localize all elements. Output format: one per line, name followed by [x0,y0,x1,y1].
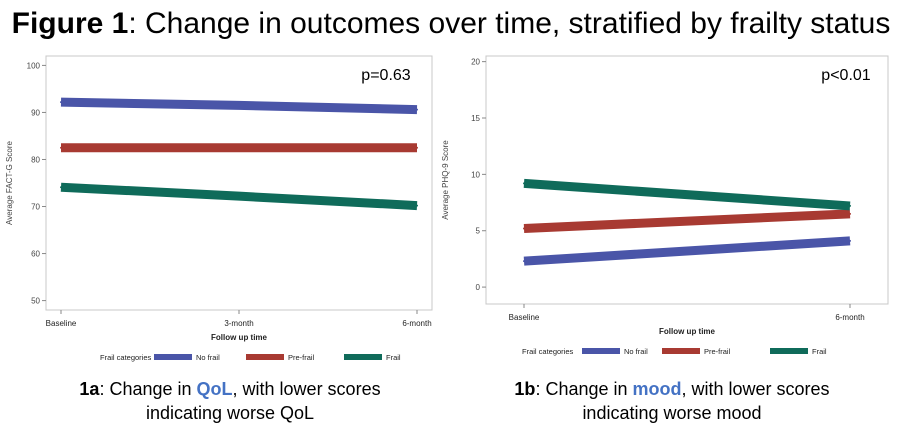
legend-label: Pre-frail [288,353,315,362]
legend: Frail categories No frail Pre-frail Frail [100,353,401,362]
figure-title-bold: Figure 1 [11,7,129,40]
legend-label: Frail [812,347,827,356]
data-point [849,239,851,242]
legend-title: Frail categories [100,353,152,362]
series-line-frail [523,178,851,211]
data-point [60,146,62,149]
figure-title: Figure 1: Change in outcomes over time, … [0,4,902,44]
legend-label: No frail [624,347,648,356]
plot-frame [45,55,433,311]
legend-swatch [344,354,382,360]
data-point [416,204,418,207]
x-axis-label: Follow up time [211,333,268,342]
x-tick-label: 6-month [835,313,864,322]
data-point [238,104,240,107]
caption-mood-highlight: mood [632,379,682,399]
series-line-no-frail [523,236,851,266]
caption-mood-label: 1b [514,379,536,399]
legend-swatch [662,348,700,354]
caption-qol-post: , with lower scores [232,379,381,399]
caption-qol-pre: : Change in [99,379,197,399]
legend-title: Frail categories [522,347,574,356]
y-tick-label: 80 [31,155,40,164]
y-tick-label: 15 [471,114,480,123]
data-point [60,101,62,104]
p-value-annotation: p=0.63 [361,67,410,84]
caption-qol-line2: indicating worse QoL [145,403,315,423]
y-tick-label: 10 [471,170,480,179]
caption-qol-highlight: QoL [196,379,233,399]
y-tick-label: 0 [476,283,481,292]
legend-swatch [582,348,620,354]
data-point [523,260,525,263]
legend-swatch [770,348,808,354]
plot-frame [485,55,889,305]
data-point [238,146,240,149]
caption-mood: 1b: Change in mood, with lower scores in… [442,377,902,425]
data-point [523,182,525,185]
x-axis-label: Follow up time [659,327,716,336]
chart-panel-qol: 50 60 70 80 90 100 Baseline 3-month 6-month Follo… [0,52,440,364]
data-point [238,195,240,198]
legend-swatch [154,354,192,360]
y-tick-label: 5 [476,227,481,236]
caption-mood-pre: : Change in [535,379,633,399]
y-tick-label: 70 [31,203,40,212]
x-tick-label: 3-month [224,319,253,328]
x-tick-label: 6-month [402,319,431,328]
chart-mood: 0 5 10 15 20 Baseline 6-month Follow up time Ave… [441,55,889,356]
caption-mood-line2: indicating worse mood [582,403,762,423]
caption-qol-label: 1a [79,379,100,399]
data-point [849,204,851,207]
y-tick-label: 90 [31,108,40,117]
caption-qol: 1a: Change in QoL, with lower scores ind… [0,377,460,425]
chart-panel-mood: 0 5 10 15 20 Baseline 6-month Follow up time Ave… [440,52,902,364]
y-axis-label: Average PHQ-9 Score [441,140,450,220]
data-point [416,146,418,149]
y-tick-label: 50 [31,297,40,306]
legend: Frail categories No frail Pre-frail Frail [522,347,827,356]
x-tick-label: Baseline [509,313,540,322]
y-tick-label: 60 [31,250,40,259]
y-axis-label: Average FACT-G Score [5,141,14,225]
series-line-pre-frail [523,209,851,233]
x-tick-label: Baseline [46,319,77,328]
data-point [60,186,62,189]
data-point [416,108,418,111]
p-value-annotation: p<0.01 [821,67,870,84]
figure-title-rest: : Change in outcomes over time, stratifi… [128,7,891,40]
data-point [849,212,851,215]
data-point [523,227,525,230]
y-tick-label: 100 [27,61,41,70]
legend-label: No frail [196,353,220,362]
y-tick-label: 20 [471,58,480,67]
legend-label: Frail [386,353,401,362]
legend-swatch [246,354,284,360]
caption-mood-post: , with lower scores [681,379,830,399]
legend-label: Pre-frail [704,347,731,356]
chart-qol: 50 60 70 80 90 100 Baseline 3-month 6-month Follo… [5,55,433,362]
